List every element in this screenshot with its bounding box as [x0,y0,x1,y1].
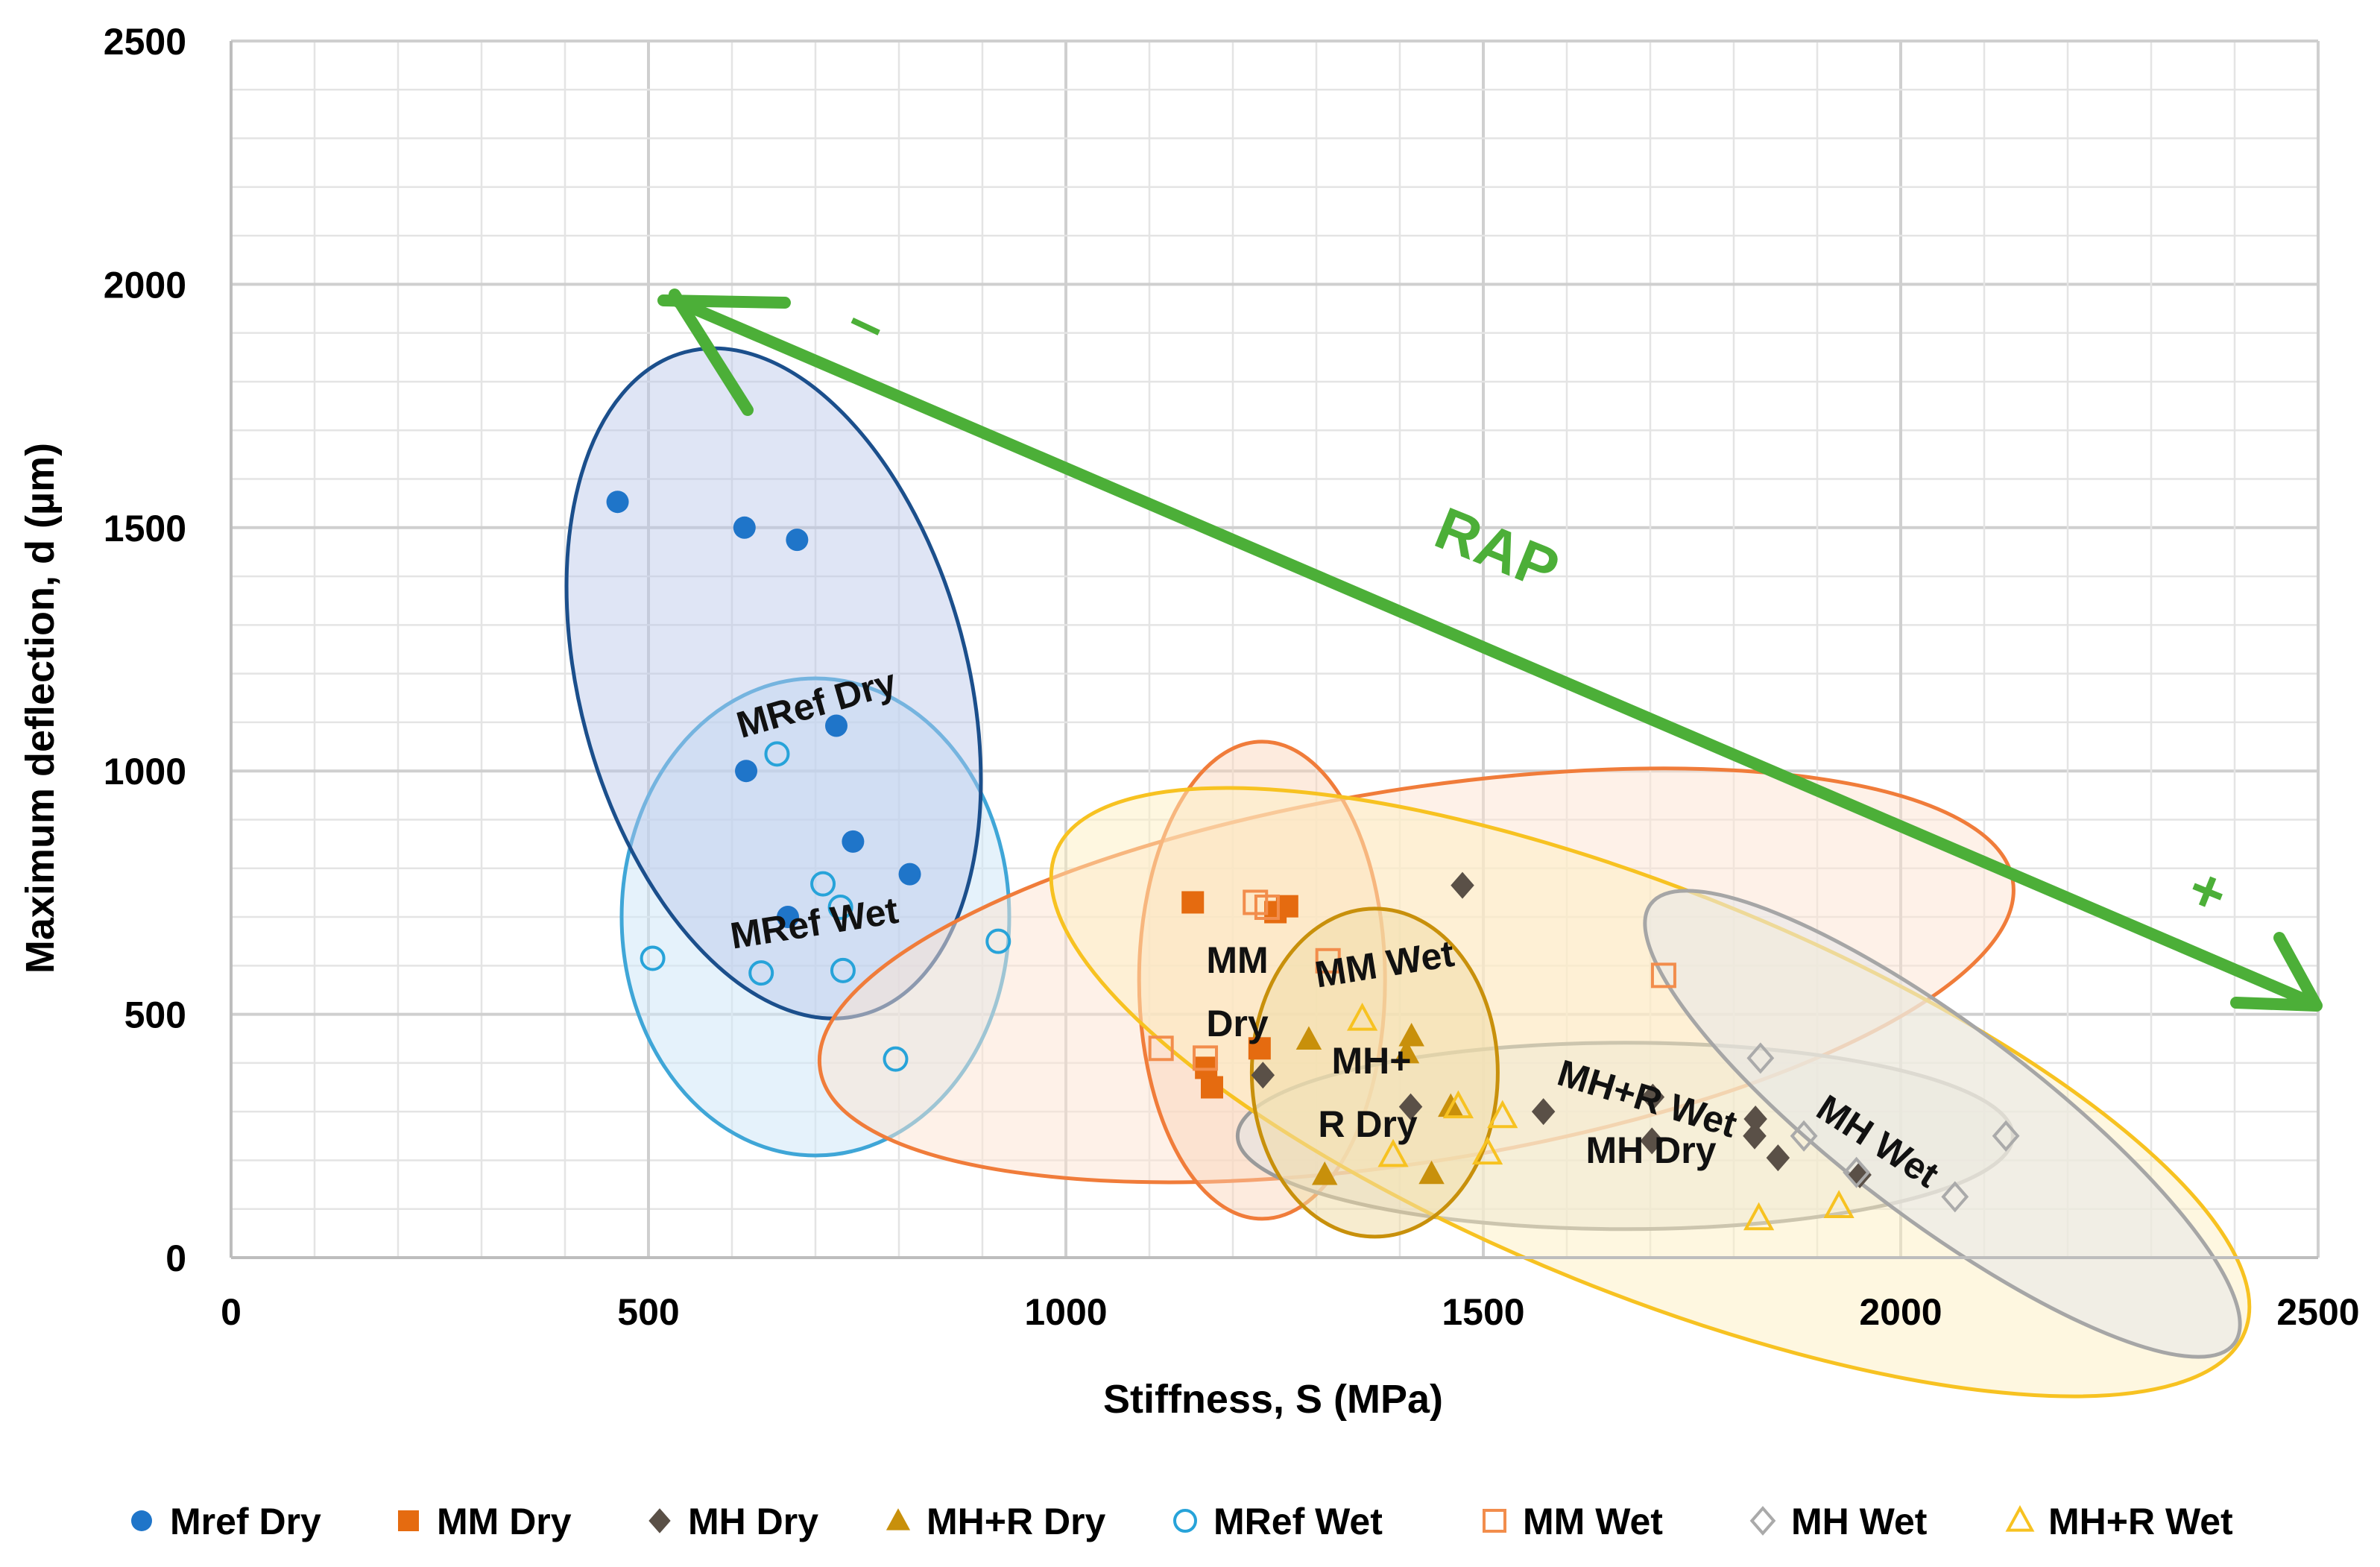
label-mm-dry-word: Dry [1206,1003,1269,1044]
label-mhr-prefix: MH+ [1332,1040,1412,1082]
point-mref-wet [883,1046,909,1072]
point-mh-r-wet [1442,1090,1474,1119]
legend-marker [1483,1509,1506,1533]
point-mh-dry [1398,1093,1423,1120]
legend-marker [131,1510,152,1531]
point-mh-r-wet [1487,1100,1518,1129]
point-mh-wet [1843,1156,1871,1188]
legend-label: Mref Dry [170,1501,321,1542]
point-mh-r-dry [1393,1039,1420,1064]
point-mref-dry [825,714,847,737]
mh-wet-ellipse [1643,889,2242,1359]
point-mref-wet [827,894,853,920]
y-tick-label: 1500 [104,508,186,549]
label-mh-dry: MH Dry [1585,1129,1716,1171]
point-mh-r-wet [1743,1202,1775,1231]
point-mref-dry [786,529,809,552]
point-mh-dry [1641,1083,1665,1111]
point-mh-dry [1743,1105,1767,1132]
legend-marker [886,1508,911,1530]
label-mhr-dry: R Dry [1318,1103,1418,1145]
point-mh-r-wet [1346,1002,1378,1031]
data-points [606,491,2020,1231]
legend-marker [1749,1506,1776,1536]
point-mm-wet [1315,948,1341,974]
point-mh-r-dry [1311,1161,1338,1185]
legend: Mref Dry MM Dry MH Dry MH+R Dry MRef Wet MM W… [131,1501,2233,1542]
legend-marker [398,1510,419,1531]
legend-label: MH+R Wet [2048,1501,2233,1542]
point-mm-dry [1181,891,1205,914]
legend-label: MM Dry [437,1501,572,1542]
point-mm-wet [1148,1035,1174,1062]
rap-arrow-line [672,296,2309,1005]
x-tick-label: 1000 [1024,1291,1107,1333]
cluster-ellipses [564,346,2252,1399]
point-mh-r-wet [1377,1138,1409,1167]
point-mm-wet [1193,1045,1219,1071]
point-mh-r-dry [1295,1026,1322,1050]
legend-marker [1173,1509,1197,1533]
x-axis-label: Stiffness, S (MPa) [1103,1377,1443,1422]
point-mh-dry [1251,1062,1275,1089]
x-tick-label: 2500 [2276,1291,2359,1333]
point-mh-wet [1992,1120,2020,1152]
legend-marker [2005,1505,2035,1532]
x-tick-label: 500 [617,1291,679,1333]
point-mref-wet [810,871,836,897]
point-mh-dry [1766,1144,1790,1172]
y-tick-label: 2000 [104,264,186,306]
tick-labels: 0 500 1000 1500 2000 2500 0 500 1000 1500 2000 2500 [104,21,2360,1333]
point-mm-dry [1248,1037,1271,1060]
y-axis-label: Maximum deflection, d (µm) [18,443,63,974]
point-mref-wet [830,957,856,983]
point-mref-wet [985,928,1011,954]
point-mh-dry [1531,1098,1556,1126]
point-mref-dry [606,491,629,514]
point-mh-r-wet [1823,1190,1855,1218]
point-mh-dry [1743,1122,1767,1150]
point-mh-wet [1790,1120,1818,1152]
y-tick-label: 1000 [104,751,186,792]
y-tick-label: 2500 [104,21,186,63]
legend-marker [648,1508,671,1533]
y-tick-label: 500 [124,994,186,1036]
rap-label: RAP [1427,494,1568,603]
point-mh-dry [1640,1127,1664,1155]
point-mh-wet [1746,1042,1775,1074]
point-mm-dry [1201,1076,1223,1099]
point-mref-dry [898,863,921,886]
point-mm-wet [1254,894,1280,920]
x-tick-label: 1500 [1442,1291,1524,1333]
point-mref-dry [777,906,800,929]
x-tick-label: 0 [221,1291,242,1333]
point-mm-wet [1650,962,1676,989]
rap-arrow-head-left [657,289,791,416]
point-mref-wet [640,945,666,971]
point-mref-dry [733,516,756,539]
point-mh-r-wet [1471,1136,1503,1165]
point-mh-wet [1941,1181,1969,1213]
point-mref-wet [764,741,790,767]
x-tick-label: 2000 [1859,1291,1942,1333]
point-mref-dry [735,760,758,783]
mhr-dry-ellipse [1249,907,1500,1239]
point-mh-dry [1451,871,1474,899]
legend-label: MH Dry [688,1501,818,1542]
legend-label: MH+R Dry [927,1501,1106,1542]
point-mh-r-dry [1398,1022,1424,1047]
y-tick-label: 0 [165,1237,186,1279]
point-mh-r-dry [1418,1160,1445,1185]
minus-sign: – [839,286,897,359]
point-mref-dry [842,830,865,853]
legend-label: MH Wet [1791,1501,1928,1542]
axes [230,41,2318,1259]
point-mref-wet [748,960,774,986]
legend-label: MM Wet [1523,1501,1663,1542]
label-mm: MM [1206,939,1268,981]
legend-label: MRef Wet [1213,1501,1383,1542]
rap-arrow-head-right [2230,932,2323,1012]
